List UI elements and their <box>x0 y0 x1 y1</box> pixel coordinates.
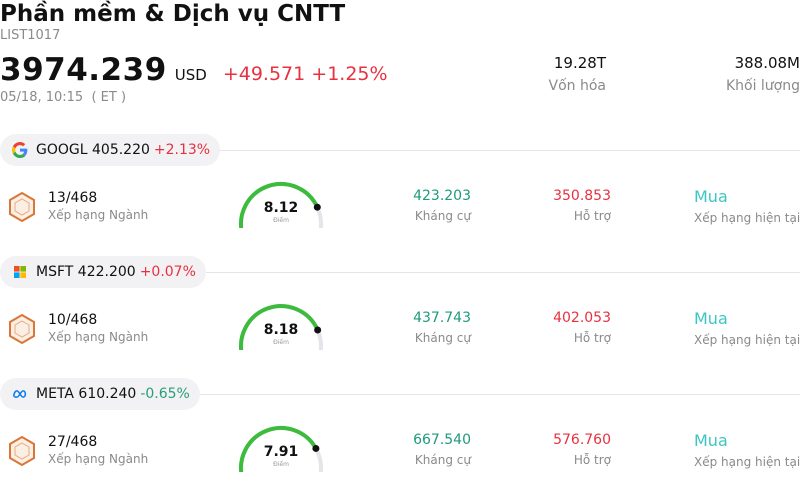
rating-value: Mua <box>694 309 728 328</box>
stock-chip-meta[interactable]: META 610.240 -0.65% <box>0 378 200 410</box>
price-row: 3974.239 USD +49.571 +1.25% <box>0 52 388 88</box>
score-label: Điểm <box>273 461 289 468</box>
list-code: LIST1017 <box>0 28 61 43</box>
gauge-fill <box>239 426 318 472</box>
google-icon <box>12 142 28 158</box>
rank-value: 13/468 <box>48 190 98 206</box>
market-cap-value: 19.28T <box>553 54 606 72</box>
support-value: 350.853 <box>553 188 611 204</box>
score-value: 8.12 <box>263 200 299 216</box>
page-title: Phần mềm & Dịch vụ CNTT <box>0 1 346 27</box>
volume-value: 388.08M <box>734 54 800 72</box>
score-label: Điểm <box>273 217 289 224</box>
volume-label: Khối lượng <box>725 78 800 94</box>
industry-rank: 10/468 Xếp hạng Ngành <box>48 312 148 344</box>
support-label: Hỗ trợ <box>573 331 611 345</box>
stock-change: +2.13% <box>153 142 211 158</box>
resistance-label: Kháng cự <box>414 453 471 467</box>
stock-change: +0.07% <box>139 264 196 280</box>
stock-price: 405.220 <box>92 142 150 158</box>
resistance-value: 423.203 <box>413 188 471 204</box>
score-value: 8.18 <box>263 322 299 338</box>
score-gauge <box>239 303 323 350</box>
support: 576.760 Hỗ trợ <box>553 432 611 467</box>
rank-label: Xếp hạng Ngành <box>48 208 149 222</box>
industry-rank-icon <box>9 192 35 222</box>
index-price: 3974.239 <box>0 52 167 88</box>
rank-value: 10/468 <box>48 312 98 328</box>
current-rating: Mua Xếp hạng hiện tại <box>694 309 800 347</box>
rating-label: Xếp hạng hiện tại <box>694 333 800 347</box>
stock-section: META 610.240 -0.65% 27/468 Xếp hạng Ngàn… <box>0 378 800 488</box>
rating-label: Xếp hạng hiện tại <box>694 211 800 225</box>
gauge-fill <box>239 182 320 228</box>
stock-price: 610.240 <box>78 386 137 402</box>
gauge-marker <box>313 203 321 211</box>
currency: USD <box>174 66 207 84</box>
support: 402.053 Hỗ trợ <box>553 310 611 345</box>
gauge-marker <box>312 444 320 452</box>
score-label: Điểm <box>273 339 289 346</box>
timestamp: 05/18, 10:15 ( ET ) <box>0 90 127 105</box>
score-gauge <box>239 181 323 228</box>
industry-rank-icon <box>9 436 35 466</box>
divider <box>214 150 800 151</box>
support-label: Hỗ trợ <box>573 453 611 467</box>
gauge-fill <box>239 304 320 350</box>
current-rating: Mua Xếp hạng hiện tại <box>694 431 800 469</box>
score-gauge <box>239 425 323 472</box>
stock-chip-msft[interactable]: MSFT 422.200 +0.07% <box>0 256 206 288</box>
price-change: +49.571 +1.25% <box>222 63 388 85</box>
support-label: Hỗ trợ <box>573 209 611 223</box>
stock-section: GOOGL 405.220 +2.13% 13/468 Xếp hạng Ngà… <box>0 134 800 244</box>
stock-symbol: MSFT <box>36 264 74 280</box>
microsoft-icon <box>12 264 28 280</box>
stock-price: 422.200 <box>77 264 136 280</box>
score-value: 7.91 <box>263 444 299 460</box>
industry-rank: 27/468 Xếp hạng Ngành <box>48 434 148 466</box>
rank-label: Xếp hạng Ngành <box>48 452 149 466</box>
support-value: 576.760 <box>553 432 611 448</box>
support-value: 402.053 <box>553 310 611 326</box>
stock-chip-googl[interactable]: GOOGL 405.220 +2.13% <box>0 134 221 166</box>
resistance-value: 437.743 <box>413 310 471 326</box>
support: 350.853 Hỗ trợ <box>553 188 611 223</box>
stock-symbol: META <box>36 386 74 402</box>
volume-stat: 388.08M Khối lượng <box>726 54 800 94</box>
resistance-label: Kháng cự <box>414 331 471 345</box>
industry-rank-icon <box>9 314 35 344</box>
resistance-label: Kháng cự <box>414 209 471 223</box>
resistance: 423.203 Kháng cự <box>413 188 471 223</box>
stock-symbol: GOOGL <box>36 142 88 158</box>
resistance-value: 667.540 <box>413 432 471 448</box>
rating-label: Xếp hạng hiện tại <box>694 455 800 469</box>
rating-value: Mua <box>694 431 728 450</box>
meta-icon <box>12 386 28 402</box>
gauge-marker <box>314 326 322 334</box>
divider <box>200 272 800 273</box>
rank-label: Xếp hạng Ngành <box>48 330 149 344</box>
market-cap-label: Vốn hóa <box>548 78 606 94</box>
stock-section: MSFT 422.200 +0.07% 10/468 Xếp hạng Ngàn… <box>0 256 800 366</box>
stock-change: -0.65% <box>140 386 190 402</box>
rank-value: 27/468 <box>48 434 98 450</box>
current-rating: Mua Xếp hạng hiện tại <box>694 187 800 225</box>
market-cap-stat: 19.28T Vốn hóa <box>549 54 606 94</box>
resistance: 667.540 Kháng cự <box>413 432 471 467</box>
industry-rank: 13/468 Xếp hạng Ngành <box>48 190 148 222</box>
resistance: 437.743 Kháng cự <box>413 310 471 345</box>
divider <box>194 394 800 395</box>
rating-value: Mua <box>694 187 728 206</box>
